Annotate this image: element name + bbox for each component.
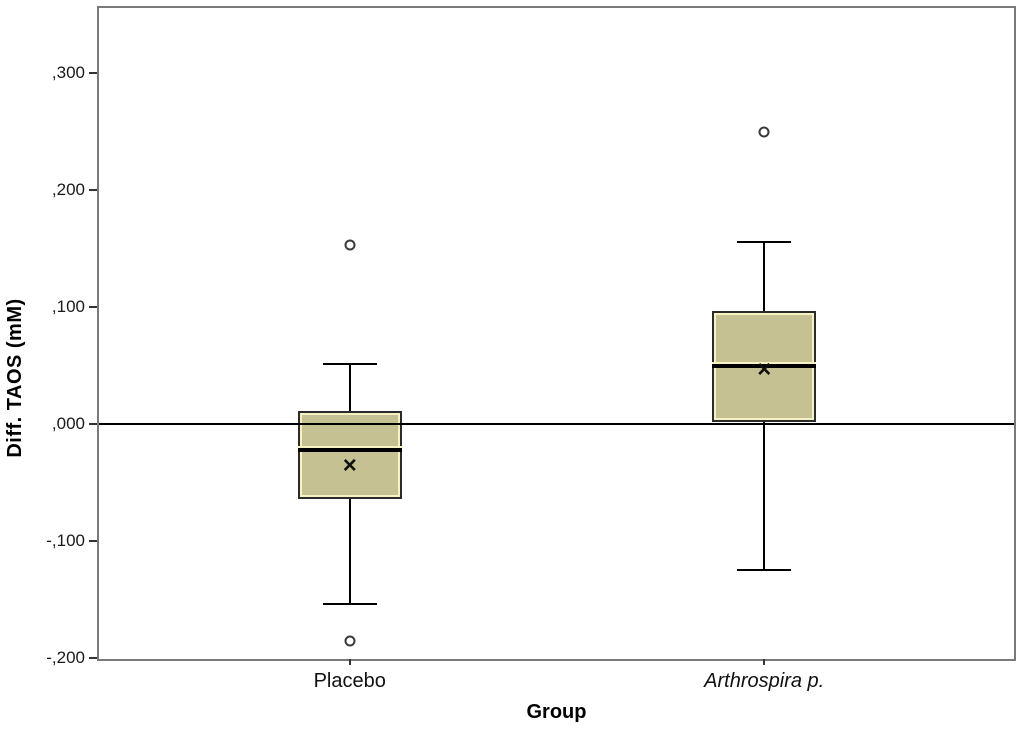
- whisker-lower-cap: [322, 603, 377, 606]
- y-tick-label: -,200: [46, 647, 85, 667]
- median-line: [712, 361, 817, 368]
- x-category-tick: [763, 659, 766, 665]
- outlier-point: [344, 239, 356, 251]
- y-tick-label: ,300: [51, 63, 85, 83]
- median-line: [297, 445, 402, 452]
- y-tick-mark: [89, 306, 97, 309]
- plot-area: × ×: [89, 6, 1016, 665]
- x-axis-title: Group: [526, 701, 587, 723]
- whisker-upper-stem: [348, 364, 351, 412]
- y-tick-label: ,200: [51, 180, 85, 200]
- whisker-upper-cap: [322, 363, 377, 366]
- y-tick-mark: [89, 72, 97, 75]
- mean-marker: ×: [757, 356, 772, 384]
- mean-marker: ×: [342, 452, 357, 480]
- whisker-lower-stem: [763, 421, 766, 571]
- category-label: Placebo: [313, 670, 386, 692]
- x-category-tick: [348, 659, 351, 665]
- whisker-upper-stem: [763, 241, 766, 311]
- whisker-upper-cap: [737, 240, 792, 243]
- y-tick-labels: ,300 ,200 ,100 ,000 -,100 -,200: [0, 8, 85, 666]
- whisker-lower-stem: [348, 498, 351, 605]
- whisker-lower-cap: [737, 569, 792, 572]
- category-labels: Placebo Arthrospira p.: [99, 670, 1014, 698]
- y-tick-mark: [89, 656, 97, 659]
- outlier-point: [344, 635, 356, 647]
- box-iqr: [297, 411, 402, 499]
- outlier-point: [758, 126, 770, 138]
- y-tick-label: -,100: [46, 530, 85, 550]
- y-tick-mark: [89, 423, 97, 426]
- y-tick-mark: [89, 189, 97, 192]
- y-tick-mark: [89, 539, 97, 542]
- y-tick-label: ,100: [51, 297, 85, 317]
- zero-reference-line: [99, 423, 1014, 426]
- category-label: Arthrospira p.: [704, 670, 825, 692]
- y-tick-label: ,000: [51, 414, 85, 434]
